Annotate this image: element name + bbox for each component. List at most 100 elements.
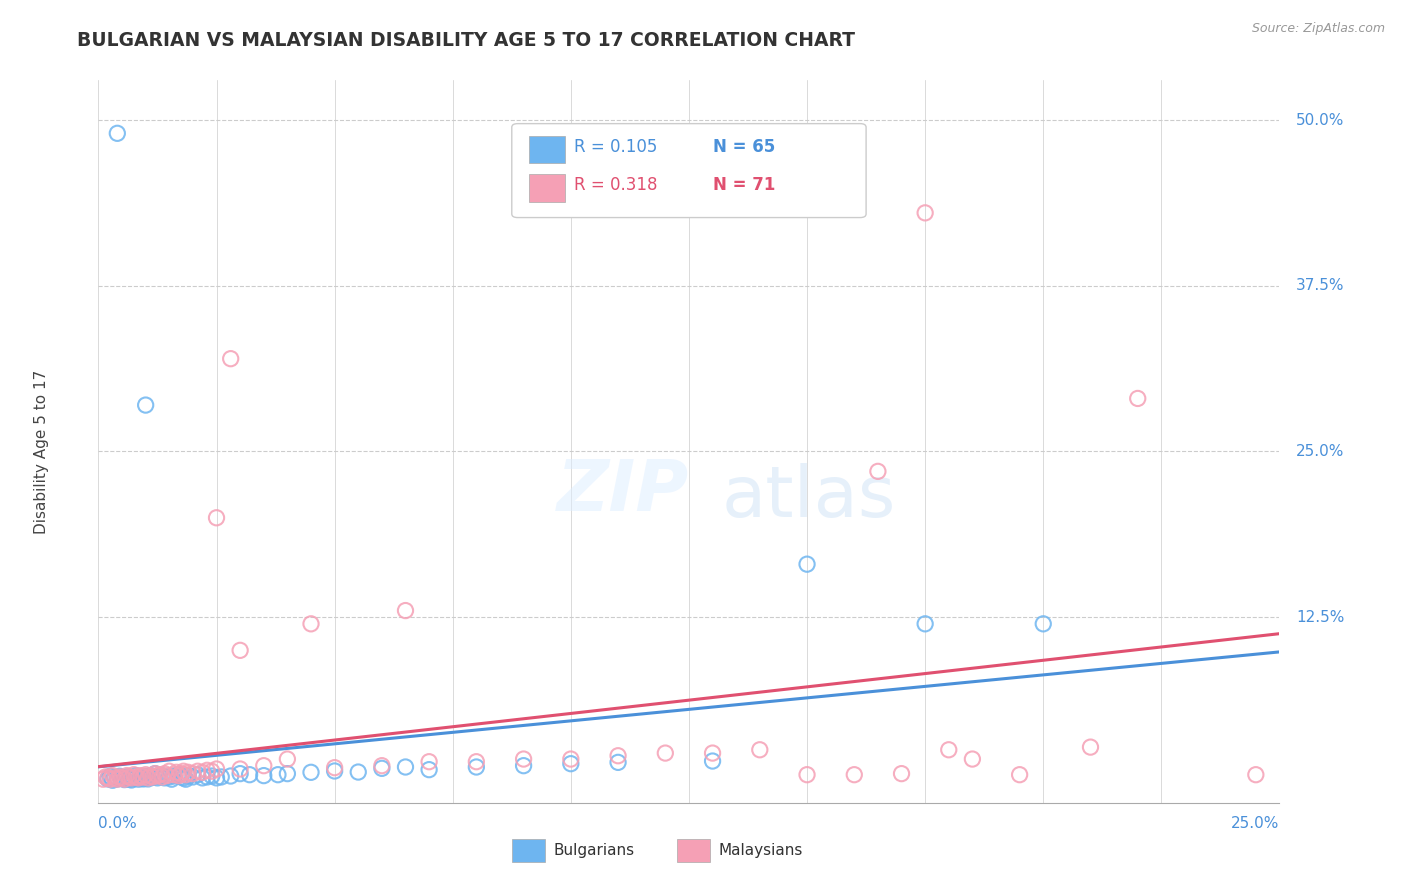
Point	[129, 769, 152, 783]
Point	[125, 769, 148, 783]
Point	[146, 769, 169, 783]
Point	[796, 557, 818, 571]
Bar	[512, 838, 546, 862]
Point	[98, 772, 121, 787]
Point	[135, 767, 157, 781]
Point	[191, 765, 214, 780]
Point	[167, 767, 190, 781]
Point	[418, 755, 440, 769]
Point	[150, 770, 173, 784]
Point	[122, 767, 145, 781]
Text: N = 71: N = 71	[713, 176, 775, 194]
Point	[142, 770, 165, 784]
Point	[128, 772, 150, 787]
Point	[201, 769, 224, 783]
Point	[105, 772, 128, 786]
Point	[160, 772, 183, 787]
Point	[132, 770, 155, 784]
Point	[108, 769, 131, 783]
Point	[139, 769, 162, 783]
Point	[253, 769, 276, 783]
Text: 37.5%: 37.5%	[1296, 278, 1344, 293]
Point	[101, 769, 124, 783]
Point	[560, 752, 582, 766]
Point	[115, 769, 138, 783]
Point	[104, 771, 127, 785]
Point	[153, 771, 176, 785]
Point	[187, 767, 209, 781]
Point	[157, 770, 180, 784]
Point	[136, 772, 159, 786]
Point	[607, 756, 630, 770]
Point	[181, 770, 204, 784]
Point	[219, 351, 242, 366]
Text: atlas: atlas	[723, 463, 897, 533]
Point	[97, 771, 120, 785]
Point	[177, 765, 200, 780]
Text: N = 65: N = 65	[713, 137, 775, 156]
Point	[105, 772, 128, 787]
Point	[1126, 392, 1149, 406]
Bar	[530, 174, 565, 202]
Text: R = 0.105: R = 0.105	[575, 137, 658, 156]
Point	[560, 756, 582, 771]
Point	[98, 769, 121, 783]
Point	[121, 771, 143, 785]
Point	[229, 643, 252, 657]
Point	[465, 760, 488, 774]
Point	[323, 761, 346, 775]
Point	[205, 771, 228, 785]
Point	[135, 770, 157, 784]
Point	[1080, 740, 1102, 755]
Text: Source: ZipAtlas.com: Source: ZipAtlas.com	[1251, 22, 1385, 36]
Point	[143, 766, 166, 780]
Point	[187, 764, 209, 779]
Point	[229, 766, 252, 780]
Point	[702, 746, 724, 760]
Point	[371, 761, 394, 775]
Point	[153, 766, 176, 780]
FancyBboxPatch shape	[512, 124, 866, 218]
Point	[108, 770, 131, 784]
Point	[394, 603, 416, 617]
Point	[112, 772, 135, 787]
Point	[607, 748, 630, 763]
Point	[97, 772, 120, 786]
Point	[181, 766, 204, 780]
Point	[104, 771, 127, 785]
Point	[135, 398, 157, 412]
Point	[118, 772, 141, 787]
Point	[139, 769, 162, 783]
Point	[150, 769, 173, 783]
Point	[122, 772, 145, 786]
Point	[654, 746, 676, 760]
Text: 25.0%: 25.0%	[1296, 444, 1344, 459]
Text: 0.0%: 0.0%	[98, 816, 138, 831]
Point	[219, 769, 242, 783]
Point	[205, 510, 228, 524]
Point	[156, 769, 179, 783]
Point	[167, 769, 190, 783]
Text: 25.0%: 25.0%	[1232, 816, 1279, 831]
Point	[276, 766, 298, 780]
Point	[748, 743, 770, 757]
Text: 50.0%: 50.0%	[1296, 112, 1344, 128]
Point	[299, 765, 322, 780]
Point	[512, 752, 534, 766]
Point	[418, 763, 440, 777]
Text: BULGARIAN VS MALAYSIAN DISABILITY AGE 5 TO 17 CORRELATION CHART: BULGARIAN VS MALAYSIAN DISABILITY AGE 5 …	[77, 31, 855, 50]
Point	[962, 752, 984, 766]
Point	[702, 754, 724, 768]
Point	[890, 766, 912, 780]
Point	[1032, 616, 1054, 631]
Bar	[530, 136, 565, 163]
Point	[142, 770, 165, 784]
Text: 12.5%: 12.5%	[1296, 610, 1344, 624]
Point	[239, 767, 262, 781]
Point	[129, 770, 152, 784]
Text: Malaysians: Malaysians	[718, 843, 803, 858]
Point	[170, 766, 193, 780]
Point	[132, 772, 155, 786]
Point	[174, 767, 197, 781]
Text: R = 0.318: R = 0.318	[575, 176, 658, 194]
